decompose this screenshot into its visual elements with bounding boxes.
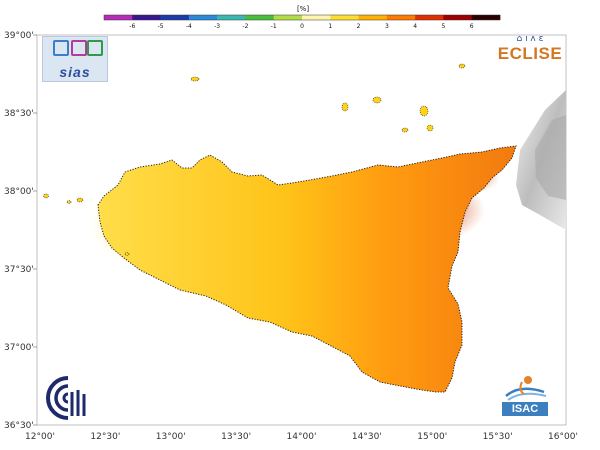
longitude-labels: 12°00' 12°30' 13°00' 13°30' 14°00' 14°30' 15°0…	[25, 432, 578, 442]
colorbar-segment	[160, 15, 190, 20]
latitude-label: 39°00'	[4, 31, 34, 41]
colorbar-segment	[104, 15, 133, 20]
longitude-label: 14°30'	[352, 432, 382, 442]
colorbar-tick-label: -2	[242, 23, 248, 30]
longitude-label: 16°00'	[548, 432, 578, 442]
colorbar: -6 -5 -4 -3 -2 -1 0 1 2 3 4 5 6	[103, 14, 501, 30]
latitude-label: 37°00'	[4, 343, 34, 353]
coastline	[97, 145, 517, 393]
sias-logo-text: sias	[59, 64, 91, 80]
colorbar-tick-label: 1	[328, 23, 332, 30]
latitude-label: 38°30'	[4, 109, 34, 119]
colorbar-segment	[330, 15, 359, 20]
colorbar-tick-label: -4	[186, 23, 192, 30]
colorbar-segment	[302, 15, 331, 20]
colorbar-segment	[415, 15, 444, 20]
sias-logo-square	[71, 40, 87, 56]
colorbar-tick-label: -6	[129, 23, 135, 30]
colorbar-segment	[188, 15, 218, 20]
colorbar-segment	[386, 15, 416, 20]
latitude-label: 37°30'	[4, 265, 34, 275]
colorbar-segment	[443, 15, 473, 20]
colorbar-tick-label: 0	[300, 23, 304, 30]
longitude-label: 15°30'	[483, 432, 513, 442]
longitude-label: 14°00'	[287, 432, 317, 442]
longitude-label: 15°00'	[417, 432, 447, 442]
colorbar-frame	[103, 14, 501, 21]
sias-logo: sias	[42, 36, 108, 82]
sias-logo-icon	[53, 40, 69, 56]
eclise-logo-icons: ⌂ ı ʌ ɛ	[516, 34, 544, 44]
colorbar-tick-label: 3	[385, 23, 389, 30]
isac-logo-text: ISAC	[502, 402, 548, 416]
sias-logo-square	[87, 40, 103, 56]
colorbar-tick-label: 2	[357, 23, 361, 30]
colorbar-tick-label: 6	[470, 23, 474, 30]
colorbar-segment	[245, 15, 275, 20]
latitude-label: 36°30'	[4, 421, 34, 431]
axis-ticks	[33, 34, 37, 426]
small-islands	[43, 63, 466, 256]
colorbar-tick-label: 4	[413, 23, 417, 30]
colorbar-tick-label: -3	[214, 23, 220, 30]
colorbar-segment	[217, 15, 246, 20]
longitude-label: 13°30'	[221, 432, 251, 442]
colorbar-segment	[273, 15, 303, 20]
isac-logo: ISAC	[500, 374, 550, 416]
latitude-labels: 39°00' 38°30' 38°00' 37°30' 37°00' 36°30'	[4, 31, 34, 431]
colorbar-unit-label: [%]	[297, 5, 309, 13]
latitude-label: 38°00'	[4, 187, 34, 197]
eclise-logo-text: ECLISE	[497, 44, 563, 63]
isac-logo-icon	[505, 376, 547, 401]
colorbar-segment	[132, 15, 161, 20]
longitude-label: 12°30'	[90, 432, 120, 442]
colorbar-tick-label: -5	[158, 23, 164, 30]
colorbar-tick-label: -1	[271, 23, 277, 30]
colorbar-segment	[471, 15, 501, 20]
longitude-label: 13°00'	[156, 432, 186, 442]
cnr-logo	[40, 374, 96, 420]
longitude-label: 12°00'	[25, 432, 55, 442]
colorbar-segment	[358, 15, 388, 20]
colorbar-tick-label: 5	[442, 23, 446, 30]
eclise-logo: ⌂ ı ʌ ɛ ECLISE	[494, 34, 566, 70]
calabria-relief-dark	[535, 115, 566, 200]
cnr-logo-icon	[46, 376, 86, 420]
